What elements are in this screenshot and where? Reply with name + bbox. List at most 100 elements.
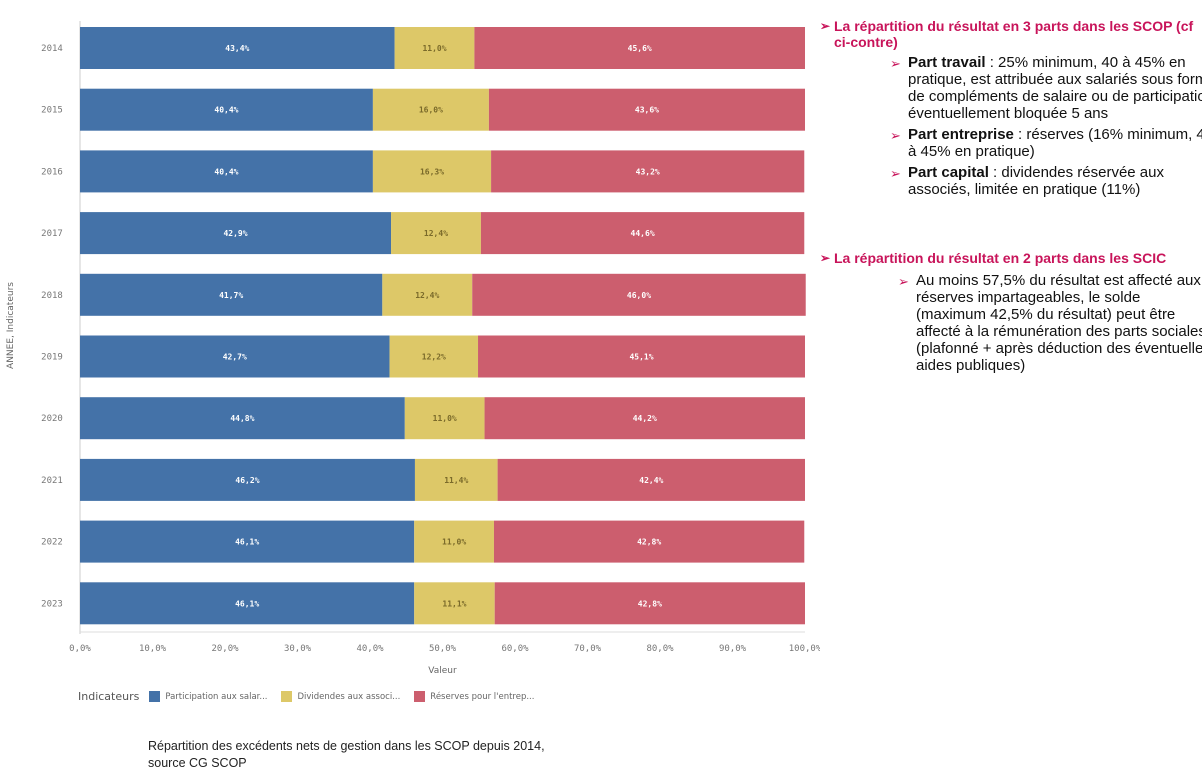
bar-segment: [80, 520, 415, 563]
y-tick-label: 2023: [41, 599, 63, 609]
data-label: 42,7%: [223, 353, 247, 362]
bar-segment: [493, 520, 805, 563]
data-label: 11,1%: [442, 599, 466, 608]
y-tick-label: 2022: [41, 538, 63, 548]
bar-segment: [391, 212, 481, 255]
caption-line-2: source CG SCOP: [148, 756, 247, 770]
bar-segment: [414, 520, 494, 563]
data-label: 42,4%: [639, 476, 663, 485]
bar-segment: [80, 335, 390, 378]
data-label: 11,0%: [422, 44, 446, 53]
bar-segment: [494, 582, 805, 625]
x-tick-label: 90,0%: [719, 644, 747, 654]
legend-swatch-participation: [149, 691, 161, 702]
part-capital-item: ➢ Part capital : dividendes réservée aux…: [888, 164, 1202, 198]
explanation-panel: ➢ La répartition du résultat en 3 parts …: [820, 18, 1202, 374]
part-travail-item: ➢ Part travail : 25% minimum, 40 à 45% e…: [888, 54, 1202, 122]
y-tick-label: 2016: [41, 167, 63, 177]
y-tick-label: 2014: [41, 44, 63, 54]
part-travail-text: : 25% minimum, 40 à 45% en pratique, est…: [908, 54, 1202, 122]
data-label: 45,6%: [628, 44, 652, 53]
bar-segment: [372, 150, 492, 193]
bar-segment: [488, 88, 805, 131]
scic-item: ➢ Au moins 57,5% du résultat est affecté…: [896, 272, 1202, 374]
legend-swatch-reserves: [414, 691, 426, 702]
chart-svg: 2014 43,4% 11,0% 45,6% 2015 40,4% 16,0% 43,6% 20…: [6, 21, 820, 676]
data-label: 44,2%: [633, 414, 657, 423]
data-label: 44,6%: [631, 229, 655, 238]
legend-title: Indicateurs: [78, 690, 140, 703]
data-label: 41,7%: [219, 291, 243, 300]
bar-segment: [372, 88, 489, 131]
bar-segment: [80, 150, 373, 193]
scic-heading-text: La répartition du résultat en 2 parts da…: [834, 250, 1167, 266]
bar-segment: [80, 212, 392, 255]
y-tick-label: 2018: [41, 291, 63, 301]
bar-segment: [491, 150, 805, 193]
y-tick-label: 2015: [41, 106, 63, 116]
bar-segment: [394, 27, 475, 69]
data-label: 42,9%: [223, 229, 247, 238]
y-tick-label: 2020: [41, 414, 63, 424]
bar-segment: [80, 88, 373, 131]
x-tick-label: 40,0%: [356, 644, 384, 654]
data-label: 43,4%: [225, 44, 249, 53]
data-label: 42,8%: [638, 599, 662, 608]
y-tick-label: 2019: [41, 353, 63, 363]
x-tick-label: 70,0%: [574, 644, 602, 654]
bar-segment: [80, 27, 395, 69]
data-label: 45,1%: [629, 353, 653, 362]
arrow-bullet-icon: ➢: [890, 128, 901, 143]
data-label: 40,4%: [214, 167, 238, 176]
data-label: 11,0%: [433, 414, 457, 423]
x-tick-label: 100,0%: [789, 644, 820, 654]
bar-segment: [389, 335, 479, 378]
part-entreprise-text: : réserves (16% minimum, 40 à 45% en pra…: [908, 126, 1202, 160]
data-label: 46,0%: [627, 291, 651, 300]
data-label: 16,3%: [420, 167, 444, 176]
data-label: 11,0%: [442, 538, 466, 547]
data-label: 16,0%: [419, 106, 443, 115]
arrow-bullet-icon: ➢: [890, 166, 901, 181]
arrow-bullet-icon: ➢: [820, 19, 831, 33]
bar-segment: [414, 458, 498, 501]
scic-text: Au moins 57,5% du résultat est affecté a…: [916, 272, 1202, 374]
data-label: 46,1%: [235, 538, 259, 547]
arrow-bullet-icon: ➢: [820, 251, 831, 265]
x-tick-label: 30,0%: [284, 644, 312, 654]
x-tick-label: 50,0%: [429, 644, 457, 654]
part-entreprise-title: Part entreprise: [908, 126, 1014, 143]
data-label: 43,6%: [635, 106, 659, 115]
stacked-bar-chart: 2014 43,4% 11,0% 45,6% 2015 40,4% 16,0% 43,6% 20…: [6, 21, 820, 703]
arrow-bullet-icon: ➢: [890, 56, 901, 71]
part-entreprise-item: ➢ Part entreprise : réserves (16% minimu…: [888, 126, 1202, 160]
data-label: 12,2%: [422, 353, 446, 362]
data-label: 46,2%: [235, 476, 259, 485]
bar-segment: [80, 582, 415, 625]
data-label: 12,4%: [424, 229, 448, 238]
x-tick-label: 80,0%: [646, 644, 674, 654]
legend-label-participation: Participation aux salar...: [165, 691, 268, 702]
x-axis-title: Valeur: [428, 666, 457, 676]
x-tick-label: 10,0%: [139, 644, 167, 654]
legend-item-dividendes[interactable]: Dividendes aux associ...: [281, 691, 400, 702]
data-label: 43,2%: [636, 167, 660, 176]
legend-item-reserves[interactable]: Réserves pour l'entrep...: [414, 691, 534, 702]
part-travail-title: Part travail: [908, 54, 986, 71]
part-capital-text: : dividendes réservée aux associés, limi…: [908, 164, 1164, 198]
scop-heading: ➢ La répartition du résultat en 3 parts …: [820, 18, 1200, 50]
data-label: 12,4%: [415, 291, 439, 300]
data-label: 42,8%: [637, 538, 661, 547]
x-tick-label: 60,0%: [501, 644, 529, 654]
bar-segment: [480, 212, 805, 255]
legend-label-dividendes: Dividendes aux associ...: [297, 691, 401, 702]
bar-segment: [497, 458, 805, 501]
bar-segment: [80, 458, 415, 501]
bar-segment: [80, 273, 383, 316]
scop-heading-text: La répartition du résultat en 3 parts da…: [834, 18, 1194, 50]
legend-item-participation[interactable]: Participation aux salar...: [149, 691, 267, 702]
bar-segment: [404, 397, 485, 440]
bar-segment: [472, 273, 806, 316]
y-axis-title: ANNEE, Indicateurs: [6, 282, 16, 369]
legend-swatch-dividendes: [281, 691, 293, 702]
